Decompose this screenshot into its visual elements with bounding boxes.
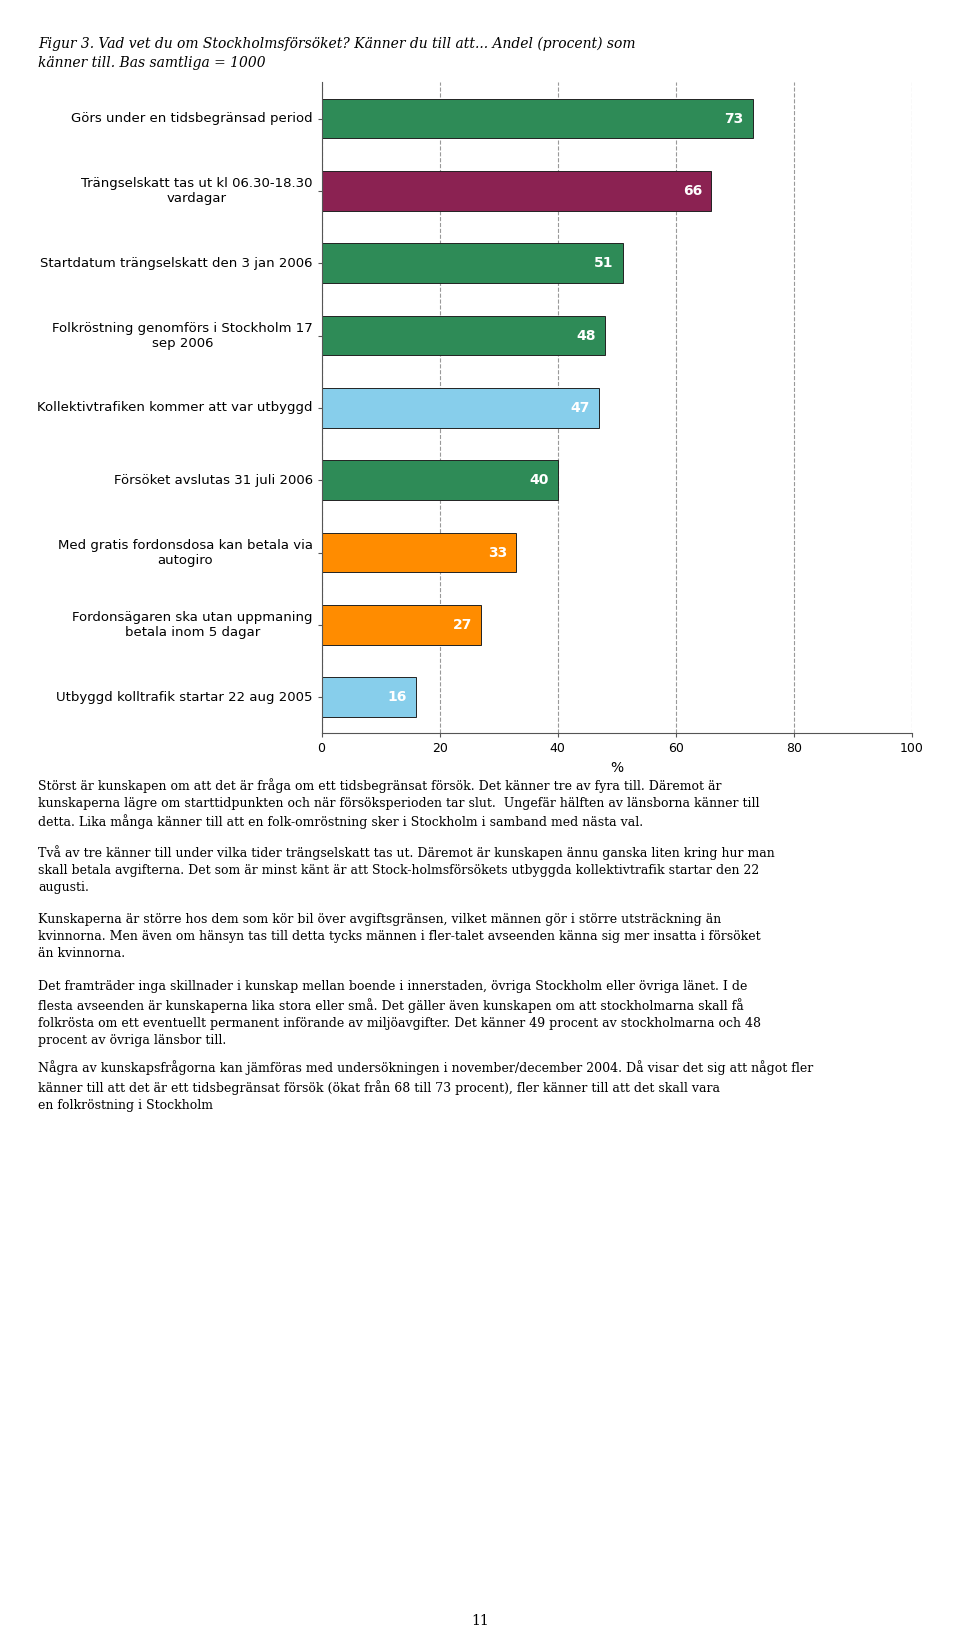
Bar — [322, 171, 711, 211]
Text: Figur 3. Vad vet du om Stockholmsförsöket? Känner du till att... Andel (procent): Figur 3. Vad vet du om Stockholmsförsöke… — [38, 36, 636, 51]
Text: 47: 47 — [571, 400, 590, 415]
Text: Det framträder inga skillnader i kunskap mellan boende i innerstaden, övriga Sto: Det framträder inga skillnader i kunskap… — [38, 981, 761, 1046]
X-axis label: %: % — [611, 761, 623, 775]
Text: Folkröstning genomförs i Stockholm 17
sep 2006: Folkröstning genomförs i Stockholm 17 se… — [52, 321, 313, 349]
Text: känner till. Bas samtliga = 1000: känner till. Bas samtliga = 1000 — [38, 56, 266, 69]
Text: 11: 11 — [471, 1615, 489, 1628]
Text: Kunskaperna är större hos dem som kör bil över avgiftsgränsen, vilket männen gör: Kunskaperna är större hos dem som kör bi… — [38, 913, 761, 959]
Bar — [322, 244, 623, 283]
Bar — [322, 677, 416, 717]
Text: Startdatum trängselskatt den 3 jan 2006: Startdatum trängselskatt den 3 jan 2006 — [40, 257, 313, 270]
Text: Görs under en tidsbegränsad period: Görs under en tidsbegränsad period — [71, 112, 313, 125]
Text: Fordonsägaren ska utan uppmaning
betala inom 5 dagar: Fordonsägaren ska utan uppmaning betala … — [72, 611, 313, 639]
Text: 66: 66 — [684, 185, 703, 198]
Text: 73: 73 — [725, 112, 744, 125]
Text: 33: 33 — [489, 545, 508, 560]
Bar — [322, 387, 599, 428]
Text: 48: 48 — [577, 328, 596, 343]
Text: 40: 40 — [530, 473, 549, 488]
Text: Några av kunskapsfrågorna kan jämföras med undersökningen i november/december 20: Några av kunskapsfrågorna kan jämföras m… — [38, 1060, 814, 1112]
Text: Störst är kunskapen om att det är fråga om ett tidsbegränsat försök. Det känner : Störst är kunskapen om att det är fråga … — [38, 778, 760, 829]
Bar — [322, 460, 558, 499]
Text: Med gratis fordonsdosa kan betala via
autogiro: Med gratis fordonsdosa kan betala via au… — [58, 539, 313, 567]
Bar — [322, 316, 605, 356]
Text: Kollektivtrafiken kommer att var utbyggd: Kollektivtrafiken kommer att var utbyggd — [37, 402, 313, 414]
Bar — [322, 532, 516, 572]
Bar — [322, 605, 481, 644]
Text: 51: 51 — [594, 255, 613, 270]
Text: Trängselskatt tas ut kl 06.30-18.30
vardagar: Trängselskatt tas ut kl 06.30-18.30 vard… — [82, 176, 313, 204]
Text: Två av tre känner till under vilka tider trängselskatt tas ut. Däremot är kunska: Två av tre känner till under vilka tider… — [38, 845, 775, 895]
Text: 16: 16 — [388, 691, 407, 704]
Text: Utbyggd kolltrafik startar 22 aug 2005: Utbyggd kolltrafik startar 22 aug 2005 — [57, 691, 313, 704]
Text: 27: 27 — [453, 618, 472, 631]
Text: Försöket avslutas 31 juli 2006: Försöket avslutas 31 juli 2006 — [113, 473, 313, 486]
Bar — [322, 99, 753, 138]
